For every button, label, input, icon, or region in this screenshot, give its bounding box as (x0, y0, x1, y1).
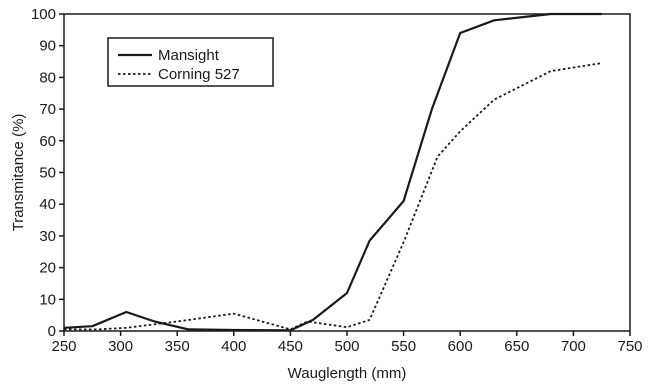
y-tick-label: 0 (48, 323, 56, 340)
series-line-mansight (63, 12, 602, 332)
x-tick-label: 650 (504, 338, 529, 355)
x-tick-label: 550 (391, 338, 416, 355)
legend-label-mansight: Mansight (158, 47, 220, 64)
x-tick-label: 350 (165, 338, 190, 355)
y-tick-label: 40 (39, 196, 56, 213)
x-tick-label: 600 (448, 338, 473, 355)
y-tick-label: 30 (39, 228, 56, 245)
y-tick-label: 80 (39, 69, 56, 86)
y-axis-ticks: 0 10 20 30 40 50 60 70 80 90 100 (31, 6, 64, 340)
x-tick-label: 400 (221, 338, 246, 355)
x-tick-label: 450 (278, 338, 303, 355)
legend-label-corning-527: Corning 527 (158, 66, 240, 83)
x-tick-label: 700 (561, 338, 586, 355)
legend: Mansight Corning 527 (107, 37, 274, 87)
y-axis-title: Transmitance (%) (10, 114, 27, 232)
y-tick-label: 60 (39, 133, 56, 150)
y-tick-label: 100 (31, 6, 56, 23)
x-tick-label: 300 (108, 338, 133, 355)
y-tick-label: 10 (39, 291, 56, 308)
series-line-corning-527 (64, 62, 602, 331)
x-axis-title: Wauglength (mm) (288, 365, 407, 382)
legend-box (107, 37, 274, 87)
y-tick-label: 50 (39, 165, 56, 182)
x-tick-label: 750 (617, 338, 642, 355)
x-tick-label: 500 (334, 338, 359, 355)
x-axis-ticks: 250 300 350 400 450 500 550 600 650 700 750 (51, 331, 643, 355)
x-tick-label: 250 (51, 338, 76, 355)
y-tick-label: 20 (39, 260, 56, 277)
y-tick-label: 90 (39, 38, 56, 55)
y-tick-label: 70 (39, 101, 56, 118)
